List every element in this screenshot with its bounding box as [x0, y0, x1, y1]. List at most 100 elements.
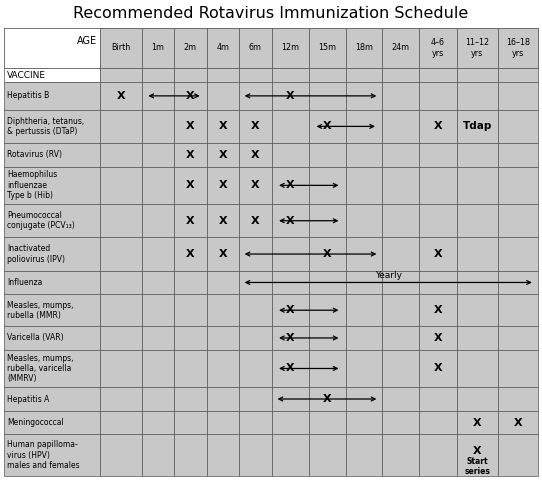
Bar [4, 326, 100, 350]
Bar [207, 434, 239, 476]
Text: X: X [434, 305, 442, 315]
Text: X: X [434, 333, 442, 343]
Bar [100, 271, 141, 294]
Bar [418, 350, 457, 387]
Bar [100, 143, 141, 167]
Bar [141, 110, 174, 143]
Bar [457, 271, 498, 294]
Bar [346, 238, 382, 271]
Bar [4, 434, 100, 476]
Bar [382, 204, 418, 238]
Bar [498, 110, 538, 143]
Text: X: X [434, 249, 442, 259]
Text: Diphtheria, tetanus,
& pertussis (DTaP): Diphtheria, tetanus, & pertussis (DTaP) [7, 117, 84, 136]
Text: X: X [513, 418, 522, 428]
Text: X: X [323, 249, 332, 259]
Bar [207, 350, 239, 387]
Bar [309, 110, 346, 143]
Bar [239, 326, 272, 350]
Bar [100, 326, 141, 350]
Text: X: X [218, 180, 227, 191]
Bar [309, 411, 346, 434]
Text: Hepatitis B: Hepatitis B [7, 91, 49, 100]
Bar [100, 68, 141, 82]
Bar [382, 294, 418, 326]
Bar [239, 350, 272, 387]
Text: 18m: 18m [355, 44, 373, 52]
Bar [239, 238, 272, 271]
Bar [457, 28, 498, 68]
Bar [174, 294, 207, 326]
Bar [4, 167, 100, 204]
Bar [141, 434, 174, 476]
Bar [272, 28, 309, 68]
Bar [457, 238, 498, 271]
Text: 2m: 2m [184, 44, 197, 52]
Text: Measles, mumps,
rubella, varicella
(MMRV): Measles, mumps, rubella, varicella (MMRV… [7, 354, 74, 384]
Bar [239, 28, 272, 68]
Text: X: X [186, 121, 195, 132]
Bar [382, 167, 418, 204]
Bar [174, 68, 207, 82]
Text: X: X [286, 180, 295, 191]
Bar [457, 204, 498, 238]
Bar [4, 28, 538, 68]
Bar [239, 434, 272, 476]
Bar [174, 82, 207, 110]
Text: X: X [117, 91, 125, 101]
Bar [4, 143, 100, 167]
Bar [141, 387, 174, 411]
Bar [174, 110, 207, 143]
Bar [346, 143, 382, 167]
Bar [239, 204, 272, 238]
Bar [174, 271, 207, 294]
Bar [309, 167, 346, 204]
Bar [239, 387, 272, 411]
Bar [239, 167, 272, 204]
Bar [272, 411, 309, 434]
Bar [100, 28, 141, 68]
Bar [100, 82, 141, 110]
Bar [418, 28, 457, 68]
Bar [498, 204, 538, 238]
Bar [309, 271, 346, 294]
Bar [141, 411, 174, 434]
Bar [141, 350, 174, 387]
Bar [457, 326, 498, 350]
Bar [498, 238, 538, 271]
Bar [498, 82, 538, 110]
Bar [207, 28, 239, 68]
Bar [418, 110, 457, 143]
Bar [174, 326, 207, 350]
Text: X: X [218, 249, 227, 259]
Bar [382, 387, 418, 411]
Bar [346, 326, 382, 350]
Text: X: X [434, 121, 442, 132]
Bar [207, 238, 239, 271]
Bar [141, 82, 174, 110]
Bar [174, 167, 207, 204]
Bar [309, 28, 346, 68]
Text: 11–12
yrs: 11–12 yrs [465, 38, 489, 58]
Text: 6m: 6m [249, 44, 262, 52]
Bar [4, 294, 100, 326]
Bar [4, 110, 100, 143]
Bar [272, 167, 309, 204]
Text: X: X [186, 180, 195, 191]
Bar [418, 271, 457, 294]
Text: 12m: 12m [281, 44, 300, 52]
Bar [174, 387, 207, 411]
Bar [309, 326, 346, 350]
Bar [418, 411, 457, 434]
Bar [457, 82, 498, 110]
Text: 24m: 24m [391, 44, 410, 52]
Text: Hepatitis A: Hepatitis A [7, 395, 49, 404]
Bar [457, 68, 498, 82]
Bar [239, 143, 272, 167]
Bar [382, 28, 418, 68]
Text: 15m: 15m [319, 44, 337, 52]
Bar [346, 294, 382, 326]
Bar [498, 294, 538, 326]
Bar [309, 350, 346, 387]
Bar [4, 411, 100, 434]
